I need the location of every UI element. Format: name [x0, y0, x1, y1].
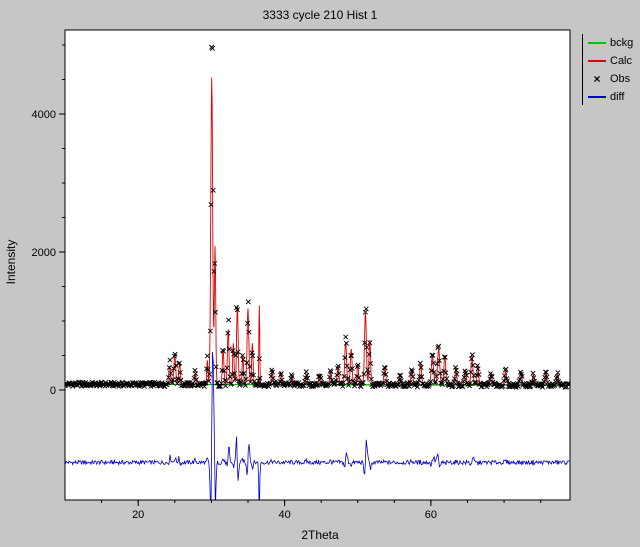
axis-tick-labels: 20 40 60 0 2000 4000	[32, 109, 438, 521]
axis-ticks	[59, 44, 542, 506]
legend-item-calc: Calc	[588, 54, 640, 67]
y-tick-label: 2000	[32, 247, 56, 259]
plot-area[interactable]	[65, 30, 570, 500]
legend-item-bckg: bckg	[588, 36, 640, 49]
legend-line-sample-icon	[588, 95, 606, 98]
legend-item-diff: diff	[588, 90, 640, 103]
x-tick-label: 60	[425, 509, 437, 521]
y-axis-label: Intensity	[4, 239, 18, 285]
diff-curve	[65, 352, 570, 500]
legend-label: bckg	[610, 36, 634, 49]
legend-label: Calc	[610, 54, 633, 67]
legend-item-obs: × Obs	[588, 72, 640, 85]
y-tick-label: 4000	[32, 109, 56, 121]
x-tick-label: 40	[278, 509, 290, 521]
plot-frame	[64, 29, 571, 501]
legend-line-sample-icon	[588, 59, 606, 62]
plot-title: 3333 cycle 210 Hist 1	[262, 8, 378, 22]
x-axis-label: 2Theta	[301, 528, 339, 542]
legend-label: diff	[610, 90, 625, 103]
legend-obs-marker-icon: ×	[593, 72, 601, 85]
data-layer	[65, 44, 570, 500]
legend-line-sample-icon	[588, 41, 606, 44]
legend: bckg Calc × Obs diff	[582, 34, 640, 105]
x-tick-label: 20	[132, 509, 144, 521]
y-tick-label: 0	[50, 385, 56, 397]
legend-label: Obs	[610, 72, 631, 85]
